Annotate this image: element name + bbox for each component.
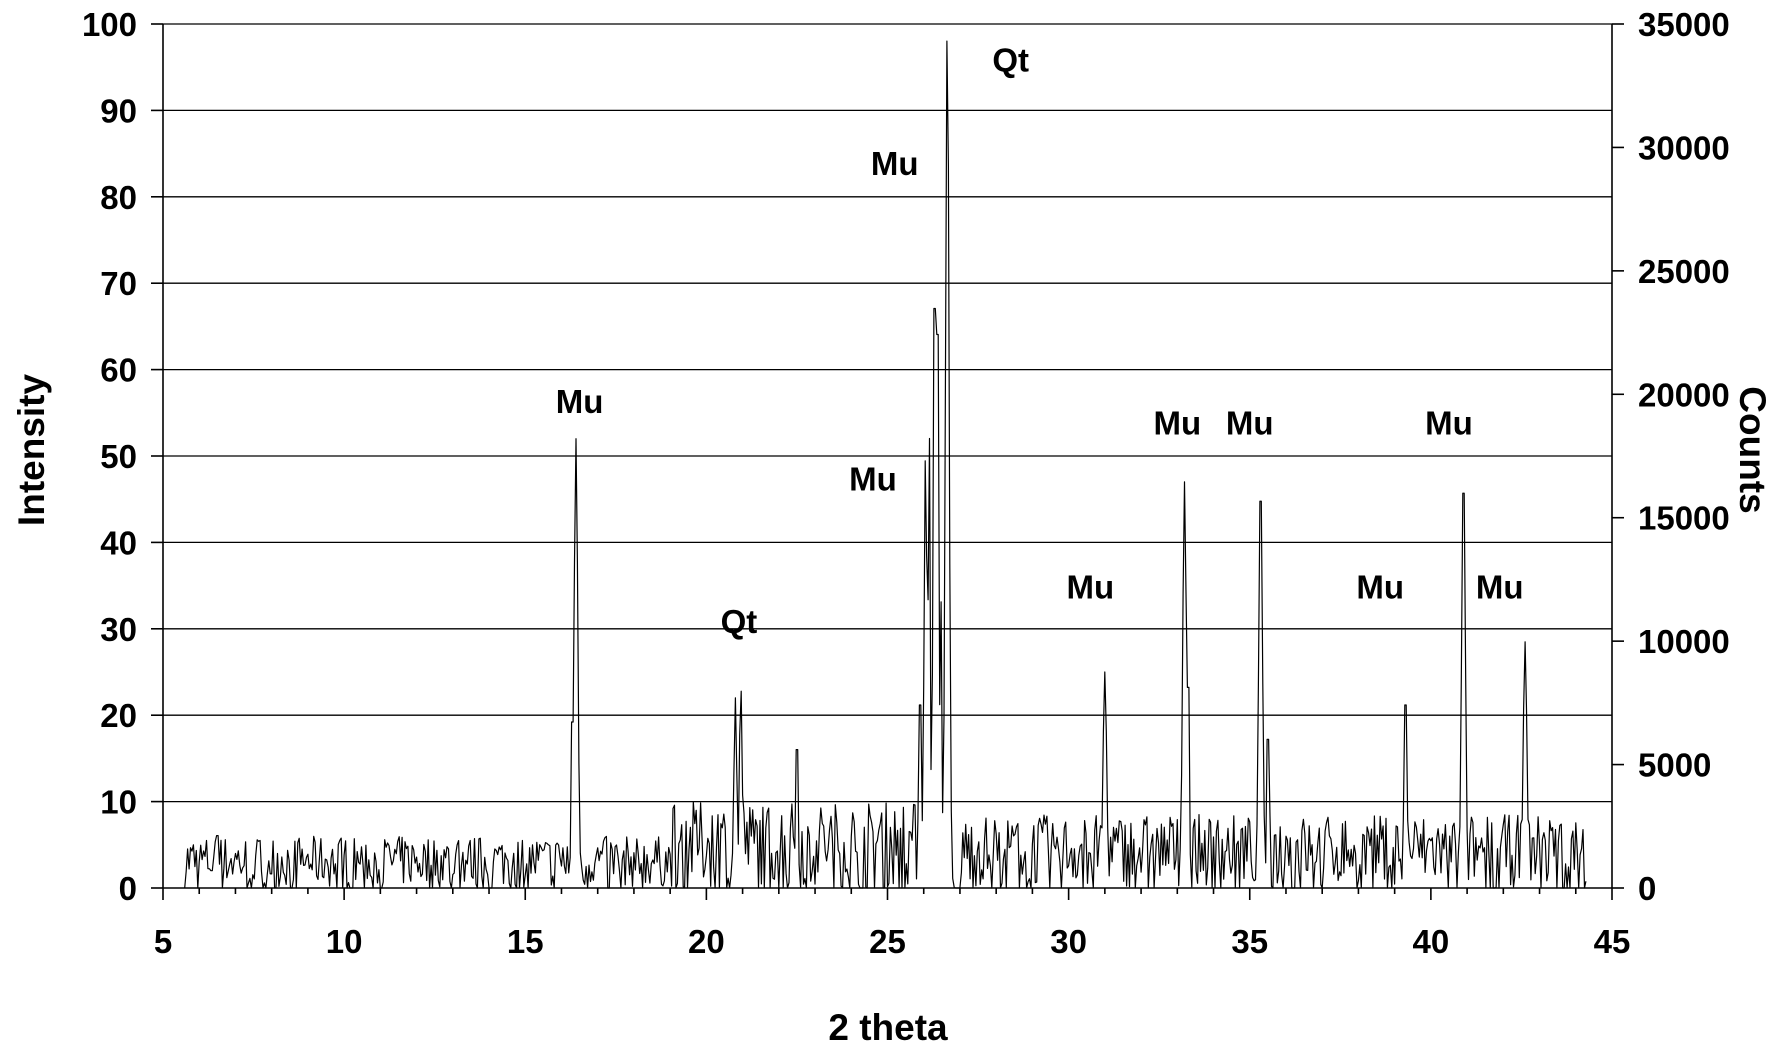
y-tick-label: 100 — [82, 6, 137, 43]
peak-label-mu: Mu — [556, 383, 604, 420]
y-tick-label: 20 — [100, 697, 137, 734]
y2-axis-title: Counts — [1732, 386, 1773, 513]
x-tick-label: 25 — [869, 923, 906, 960]
y2-tick-label: 30000 — [1638, 129, 1730, 166]
peak-label-mu: Mu — [1356, 569, 1404, 606]
y2-tick-label: 25000 — [1638, 253, 1730, 290]
x-tick-label: 15 — [507, 923, 544, 960]
y-tick-label: 60 — [100, 352, 137, 389]
peak-label-mu: Mu — [1476, 569, 1524, 606]
y-tick-label: 70 — [100, 265, 137, 302]
peak-label-mu: Mu — [1153, 404, 1201, 441]
y-tick-label: 10 — [100, 784, 137, 821]
peak-label-mu: Mu — [1067, 569, 1115, 606]
peak-label-mu: Mu — [849, 461, 897, 498]
peak-label-mu: Mu — [1425, 404, 1473, 441]
y-axis-title: Intensity — [11, 374, 52, 527]
grid-lines — [163, 24, 1612, 802]
y2-tick-label: 10000 — [1638, 623, 1730, 660]
peak-label-qt: Qt — [992, 42, 1029, 79]
peak-label-mu: Mu — [871, 145, 919, 182]
y-tick-label: 50 — [100, 438, 137, 475]
y-tick-label: 30 — [100, 611, 137, 648]
peak-label-mu: Mu — [1226, 404, 1274, 441]
y2-axis-ticks: 0 5000 10000 15000 20000 25000 30000 35000 — [1612, 6, 1730, 907]
y-tick-label: 0 — [119, 870, 137, 907]
y-tick-label: 40 — [100, 524, 137, 561]
y-axis-ticks: 0 10 20 30 40 50 60 70 80 90 100 — [82, 6, 163, 907]
x-tick-label: 35 — [1231, 923, 1268, 960]
x-tick-label: 10 — [326, 923, 363, 960]
peak-annotations: Mu Qt Mu Mu Qt Mu Mu Mu Mu Mu Mu — [556, 42, 1524, 641]
y-tick-label: 90 — [100, 92, 137, 129]
x-tick-label: 5 — [154, 923, 172, 960]
x-tick-label: 20 — [688, 923, 725, 960]
x-tick-label: 40 — [1413, 923, 1450, 960]
x-tick-label: 45 — [1594, 923, 1631, 960]
peak-label-qt: Qt — [721, 603, 758, 640]
x-axis-ticks: 5 10 15 20 25 30 35 40 45 — [154, 888, 1631, 960]
y2-tick-label: 0 — [1638, 870, 1656, 907]
y2-tick-label: 20000 — [1638, 376, 1730, 413]
x-tick-label: 30 — [1050, 923, 1087, 960]
y2-tick-label: 5000 — [1638, 747, 1711, 784]
y2-tick-label: 35000 — [1638, 6, 1730, 43]
y2-tick-label: 15000 — [1638, 500, 1730, 537]
y-tick-label: 80 — [100, 179, 137, 216]
x-axis-title: 2 theta — [828, 1007, 948, 1047]
